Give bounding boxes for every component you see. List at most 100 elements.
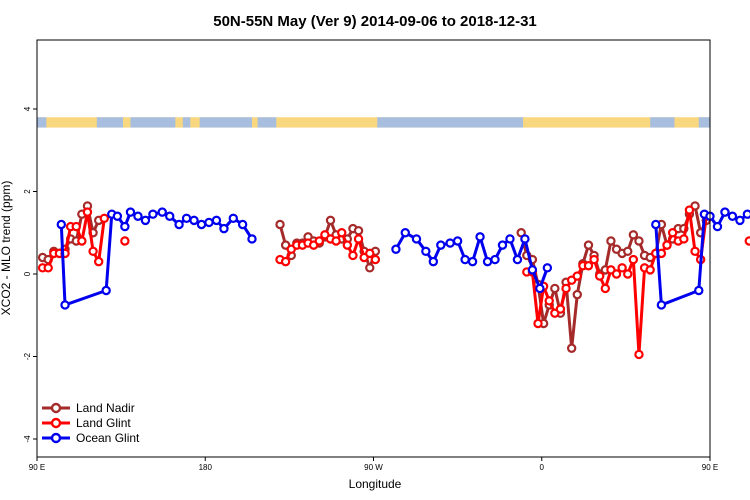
land-glint-point — [684, 205, 695, 215]
land-glint-point — [337, 228, 347, 238]
land-glint-point — [623, 269, 633, 279]
land-glint-point — [88, 246, 98, 257]
ocean-band-segment — [650, 117, 675, 128]
series-ocean-glint — [56, 207, 750, 310]
ocean-glint-point — [497, 240, 508, 250]
land-glint-point — [595, 271, 605, 281]
land-nadir-point — [566, 343, 577, 353]
land-glint-point — [634, 349, 644, 360]
land-nadir-point — [583, 240, 594, 250]
ocean-glint-point — [211, 215, 222, 226]
land-glint-point — [365, 248, 375, 259]
x-axis-label: Longitude — [349, 477, 402, 491]
ocean-band-segment — [257, 117, 277, 128]
ocean-glint-point — [656, 300, 667, 310]
ocean-glint-point — [148, 209, 158, 219]
ocean-glint-point — [391, 244, 401, 254]
ocean-band-segment — [96, 117, 123, 128]
land-glint-point — [331, 236, 341, 246]
ocean-glint-point — [120, 221, 130, 232]
land-glint-point — [589, 254, 599, 265]
legend-land-glint-label: Land Glint — [76, 416, 131, 430]
land-glint-point — [99, 213, 110, 224]
land-glint-point — [583, 261, 594, 271]
y-tick-label: -2 — [23, 352, 32, 360]
ocean-glint-point — [712, 221, 723, 232]
land-nadir-point — [634, 236, 644, 246]
ocean-glint-point — [651, 219, 661, 230]
y-tick-label: 2 — [23, 189, 32, 194]
land-glint-point — [679, 234, 689, 244]
ocean-glint-point — [535, 283, 545, 294]
land-glint-point — [342, 240, 353, 250]
land-glint-point — [645, 265, 655, 275]
land-nadir-point — [365, 263, 375, 273]
series-land-glint — [37, 205, 750, 360]
land-glint-point — [600, 283, 611, 294]
ocean-band-segment — [182, 117, 191, 128]
ocean-glint-point — [411, 234, 422, 244]
land-glint-point — [555, 304, 566, 314]
ocean-glint-point — [460, 254, 470, 265]
land-glint-point — [71, 221, 81, 232]
ocean-glint-point — [735, 215, 745, 226]
land-glint-point — [561, 283, 571, 294]
land-glint-point — [667, 228, 678, 238]
ocean-glint-point — [247, 234, 257, 244]
land-glint-point — [628, 254, 639, 265]
land-band — [37, 117, 710, 128]
ocean-glint-point — [527, 265, 538, 275]
land-glint-point — [93, 256, 104, 267]
axes: 90 E 180 90 W 0 90 E -4 -2 0 2 4 — [23, 106, 718, 472]
land-glint-point — [533, 318, 543, 329]
land-nadir-point — [353, 225, 364, 236]
ocean-glint-point — [140, 215, 151, 226]
ocean-glint-point — [505, 234, 515, 244]
land-nadir-point — [606, 236, 616, 246]
land-glint-point — [77, 236, 87, 246]
legend-land-glint-marker — [50, 417, 62, 429]
ocean-glint-point — [482, 256, 493, 267]
land-glint-point — [353, 234, 364, 244]
ocean-glint-point — [101, 285, 111, 296]
x-tick-label: 90 W — [364, 463, 383, 472]
land-glint-point — [662, 240, 672, 250]
y-tick-label: -4 — [23, 435, 32, 443]
legend-land-nadir-marker — [50, 402, 62, 414]
x-tick-label: 90 E — [702, 463, 718, 472]
ocean-band-segment — [698, 117, 710, 128]
land-nadir-point — [550, 283, 560, 294]
ocean-glint-point — [436, 240, 446, 250]
ocean-glint-point — [56, 219, 67, 230]
ocean-glint-point — [512, 254, 523, 265]
land-glint-point — [744, 236, 750, 246]
ocean-band-segment — [130, 117, 176, 128]
plot-area — [37, 201, 750, 360]
ocean-glint-point — [133, 211, 143, 221]
ocean-band-segment — [37, 117, 47, 128]
ocean-glint-point — [428, 256, 439, 267]
land-glint-point — [572, 271, 582, 281]
land-nadir-point — [275, 219, 285, 230]
ocean-glint-point — [174, 219, 184, 230]
ocean-glint-point — [742, 209, 750, 219]
y-tick-label: 0 — [23, 271, 32, 276]
ocean-glint-point — [165, 211, 175, 221]
ocean-glint-point — [400, 228, 410, 238]
ocean-glint-point — [228, 213, 238, 224]
land-nadir-point — [623, 246, 633, 257]
land-glint-point — [544, 296, 554, 306]
ocean-glint-point — [112, 211, 123, 221]
ocean-glint-point — [189, 215, 199, 226]
y-tick-label: 4 — [23, 106, 32, 111]
ocean-glint-point — [542, 263, 553, 273]
ocean-glint-point — [204, 217, 214, 228]
land-glint-point — [690, 246, 700, 257]
legend-ocean-glint-marker — [50, 432, 62, 444]
x-tick-label: 90 E — [29, 463, 45, 472]
y-axis-label: XCO2 - MLO trend (ppm) — [0, 181, 13, 316]
land-glint-point — [43, 263, 53, 273]
ocean-glint-point — [694, 285, 704, 296]
